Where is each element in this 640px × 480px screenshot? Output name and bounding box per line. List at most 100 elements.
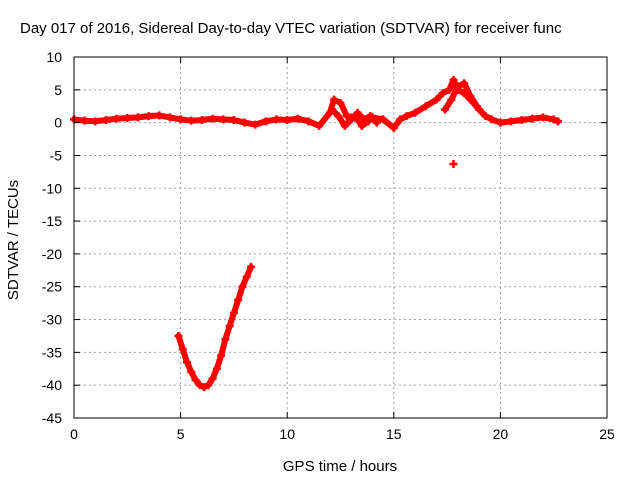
data-point (283, 116, 292, 125)
series-2 (440, 79, 481, 114)
data-point (327, 105, 336, 114)
data-point (460, 79, 469, 88)
data-point (197, 116, 206, 125)
data-point (242, 272, 251, 281)
data-point (144, 112, 153, 121)
plot-frame (73, 56, 608, 419)
data-point (357, 121, 366, 130)
data-point (208, 114, 217, 123)
data-point (200, 383, 209, 392)
data-point (539, 113, 548, 122)
x-tick-label: 0 (70, 426, 78, 442)
data-point (187, 116, 196, 125)
data-point (219, 115, 228, 124)
data-point (330, 95, 339, 104)
data-point (293, 114, 302, 123)
data-point (187, 368, 196, 377)
data-point (342, 112, 351, 121)
tick-labels: 0 5 10 15 20 25 10 5 0 -5 -10 -15 -20 -25 -30 -35 -40 -45 (42, 49, 615, 442)
data-point (336, 98, 345, 107)
data-point (507, 117, 516, 126)
data-point (411, 108, 420, 117)
data-point (155, 111, 164, 120)
data-point (359, 115, 368, 124)
data-point (234, 295, 243, 304)
x-tick-label: 15 (386, 426, 402, 442)
data-point (340, 121, 349, 130)
data-point (449, 75, 458, 84)
y-tick-label: -15 (42, 213, 62, 229)
y-tick-label: 0 (54, 115, 62, 131)
data-point (389, 123, 398, 132)
x-tick-label: 10 (279, 426, 295, 442)
data-point (112, 114, 121, 123)
data-point (432, 95, 441, 104)
data-point (453, 82, 462, 91)
data-point (396, 115, 405, 124)
data-point (212, 364, 221, 373)
data-point (304, 117, 313, 126)
data-point (178, 345, 187, 354)
y-tick-label: -20 (42, 246, 62, 262)
data-point (372, 118, 381, 127)
y-tick-label: -10 (42, 180, 62, 196)
data-point (251, 120, 260, 129)
y-tick-label: -30 (42, 312, 62, 328)
data-point (217, 351, 226, 360)
y-tick-label: -35 (42, 344, 62, 360)
data-point (91, 117, 100, 126)
data-point (347, 115, 356, 124)
y-tick-label: -25 (42, 279, 62, 295)
x-tick-label: 20 (493, 426, 509, 442)
x-axis-label: GPS time / hours (283, 458, 397, 475)
x-tick-label: 5 (177, 426, 185, 442)
series-4 (449, 159, 458, 168)
data-point (466, 92, 475, 101)
data-point (421, 102, 430, 111)
data-point (80, 116, 89, 125)
y-tick-label: 10 (46, 49, 62, 65)
data-point (176, 115, 185, 124)
x-tick-label: 25 (599, 426, 615, 442)
data-point (229, 308, 238, 317)
data-point (366, 112, 375, 121)
data-point (528, 114, 537, 123)
data-point (174, 331, 183, 340)
chart-title: Day 017 of 2016, Sidereal Day-to-day VTE… (20, 20, 562, 37)
data-point (472, 102, 481, 111)
data-point (240, 118, 249, 127)
data-point (272, 115, 281, 124)
data-point (221, 335, 230, 344)
data-point (487, 115, 496, 124)
data-point (238, 282, 247, 291)
data-point (334, 112, 343, 121)
data-point (447, 95, 456, 104)
data-point (379, 115, 388, 124)
data-point (353, 108, 362, 117)
data-point (440, 105, 449, 114)
axis-ticks (73, 56, 608, 419)
y-tick-label: -45 (42, 410, 62, 426)
y-axis-label: SDTVAR / TECUs (5, 180, 22, 300)
data-point (208, 374, 217, 383)
data-point (517, 116, 526, 125)
series-3 (174, 263, 255, 392)
data-point (246, 263, 255, 272)
data-point (445, 85, 454, 94)
data-point (481, 112, 490, 121)
series-1 (327, 105, 381, 130)
data-point (165, 113, 174, 122)
data-point (229, 116, 238, 125)
data-point (438, 89, 447, 98)
data-point (195, 381, 204, 390)
y-tick-label: 5 (54, 82, 62, 98)
data-point (133, 113, 142, 122)
data-point (402, 112, 411, 121)
data-point (191, 375, 200, 384)
data-point (261, 117, 270, 126)
y-tick-label: -40 (42, 377, 62, 393)
data-point (553, 117, 562, 126)
data-point (225, 322, 234, 331)
